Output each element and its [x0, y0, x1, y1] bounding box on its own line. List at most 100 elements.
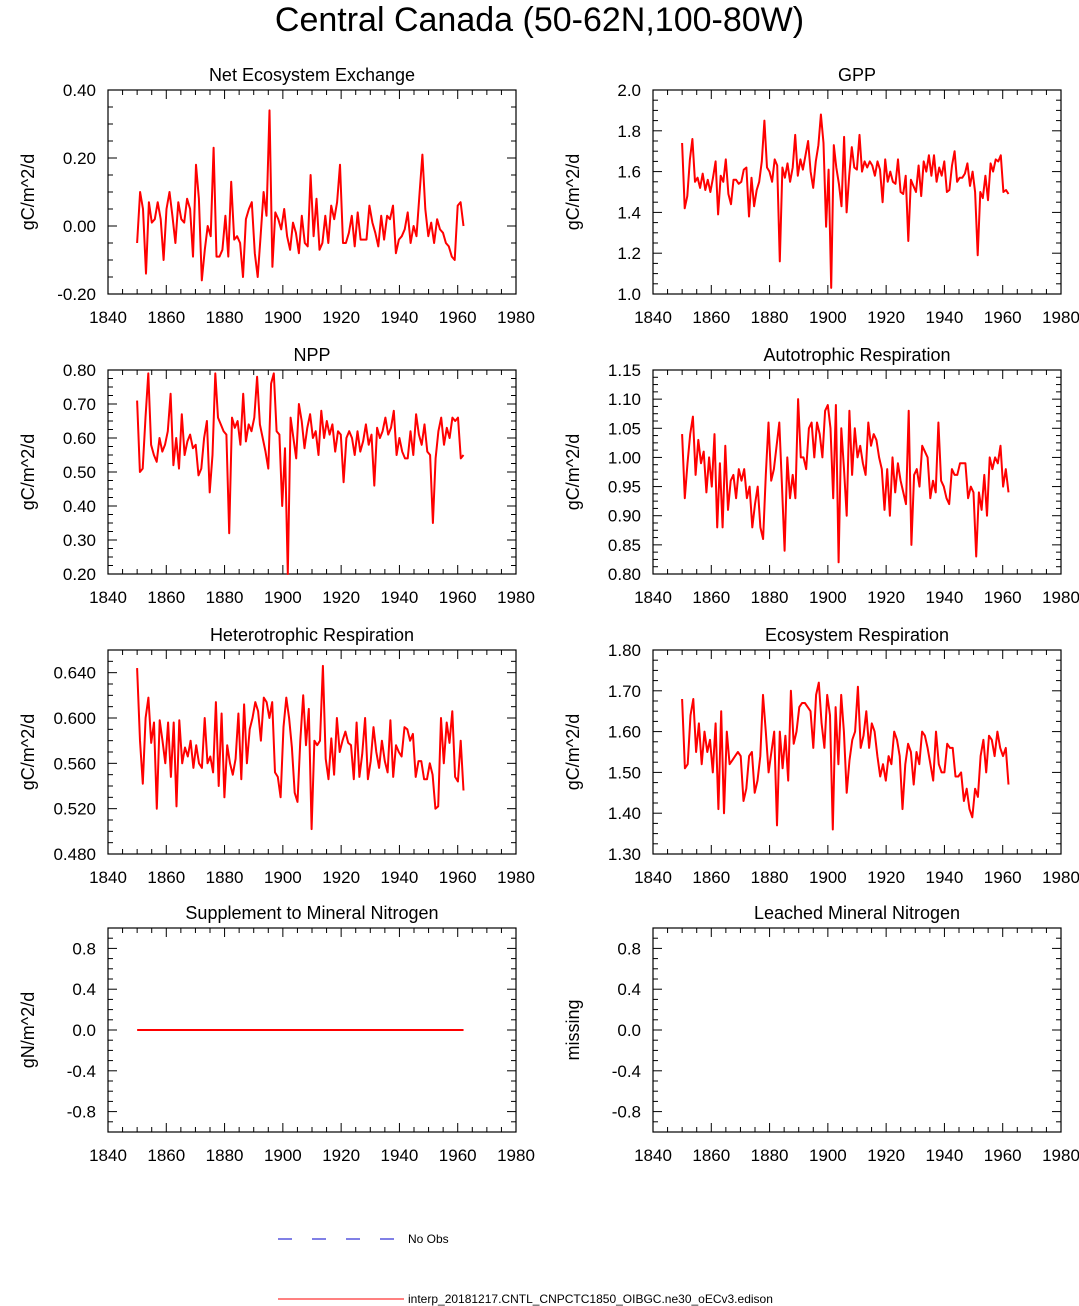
x-tick-label: 1960	[439, 868, 477, 887]
y-tick-label: 0.00	[63, 217, 96, 236]
y-axis-label: gC/m^2/d	[563, 154, 583, 230]
x-tick-label: 1920	[322, 1146, 360, 1165]
x-tick-label: 1960	[439, 1146, 477, 1165]
panel-title: Ecosystem Respiration	[765, 625, 949, 645]
x-tick-label: 1940	[381, 1146, 419, 1165]
model-series-line	[681, 681, 1010, 831]
x-tick-label: 1900	[809, 1146, 847, 1165]
y-axis-label: gC/m^2/d	[18, 434, 38, 510]
y-tick-label: 0.480	[53, 845, 96, 864]
plot-frame	[652, 927, 1062, 1133]
panel-title: Net Ecosystem Exchange	[209, 65, 415, 85]
y-tick-label: 1.10	[608, 390, 641, 409]
x-tick-label: 1880	[751, 588, 789, 607]
y-tick-label: 1.15	[608, 361, 641, 380]
y-tick-label: 1.60	[608, 723, 641, 742]
x-tick-label: 1840	[634, 588, 672, 607]
x-tick-label: 1980	[497, 588, 535, 607]
x-tick-label: 1860	[147, 868, 185, 887]
x-tick-label: 1840	[89, 1146, 127, 1165]
y-tick-label: 1.30	[608, 845, 641, 864]
panel-7: Supplement to Mineral Nitrogen gN/m^2/d 18…	[18, 903, 535, 1165]
y-tick-label: 1.50	[608, 763, 641, 782]
y-tick-label: 0.40	[63, 497, 96, 516]
x-tick-label: 1880	[206, 588, 244, 607]
y-tick-label: 2.0	[617, 81, 641, 100]
x-tick-label: 1860	[692, 1146, 730, 1165]
figure-title: Central Canada (50-62N,100-80W)	[274, 1, 805, 39]
y-axis-label: gC/m^2/d	[563, 434, 583, 510]
panel-title: Heterotrophic Respiration	[210, 625, 414, 645]
x-tick-label: 1960	[984, 1146, 1022, 1165]
y-tick-label: -0.20	[57, 285, 96, 304]
y-tick-label: 0.640	[53, 664, 96, 683]
x-tick-label: 1960	[439, 308, 477, 327]
x-tick-label: 1920	[322, 588, 360, 607]
x-tick-label: 1900	[264, 1146, 302, 1165]
x-tick-label: 1840	[634, 1146, 672, 1165]
y-tick-label: -0.8	[612, 1103, 641, 1122]
x-tick-label: 1940	[926, 308, 964, 327]
x-tick-label: 1860	[692, 588, 730, 607]
x-tick-label: 1940	[926, 1146, 964, 1165]
x-tick-label: 1840	[89, 588, 127, 607]
x-tick-label: 1920	[867, 1146, 905, 1165]
panel-3: NPP gC/m^2/d 1840 1860 1880 1900 1920 1940 1960 1…	[18, 345, 535, 607]
x-tick-label: 1980	[497, 1146, 535, 1165]
x-tick-label: 1860	[147, 308, 185, 327]
x-tick-label: 1940	[381, 868, 419, 887]
x-tick-label: 1960	[984, 868, 1022, 887]
x-tick-label: 1920	[867, 308, 905, 327]
x-tick-label: 1900	[264, 588, 302, 607]
y-tick-label: 0.8	[72, 939, 96, 958]
y-tick-label: 0.560	[53, 754, 96, 773]
plot-frame	[652, 369, 1062, 575]
x-tick-label: 1920	[322, 308, 360, 327]
y-tick-label: 0.60	[63, 429, 96, 448]
panel-6: Ecosystem Respiration gC/m^2/d 1840 1860 188…	[563, 625, 1079, 887]
y-tick-label: 0.4	[617, 980, 641, 999]
x-tick-label: 1840	[89, 308, 127, 327]
legend-model-label: interp_20181217.CNTL_CNPCTC1850_OIBGC.ne…	[408, 1292, 773, 1306]
model-series-line	[136, 109, 465, 282]
x-tick-label: 1880	[751, 308, 789, 327]
y-tick-label: 1.70	[608, 682, 641, 701]
y-axis-label: gC/m^2/d	[18, 714, 38, 790]
y-tick-label: 1.00	[608, 448, 641, 467]
x-tick-label: 1940	[381, 308, 419, 327]
model-series-line	[136, 372, 465, 575]
y-axis-label: gC/m^2/d	[563, 714, 583, 790]
x-tick-label: 1900	[809, 308, 847, 327]
panel-title: Supplement to Mineral Nitrogen	[185, 903, 438, 923]
x-tick-label: 1940	[926, 868, 964, 887]
y-tick-label: 0.20	[63, 565, 96, 584]
x-tick-label: 1860	[147, 588, 185, 607]
x-tick-label: 1860	[692, 868, 730, 887]
y-axis-label: gN/m^2/d	[18, 992, 38, 1068]
y-tick-label: 0.85	[608, 536, 641, 555]
x-tick-label: 1900	[264, 308, 302, 327]
y-tick-label: 1.2	[617, 244, 641, 263]
model-series-line	[681, 398, 1010, 564]
x-tick-label: 1960	[984, 308, 1022, 327]
plot-frame	[652, 89, 1062, 295]
x-tick-label: 1980	[1042, 588, 1079, 607]
y-tick-label: 0.8	[617, 939, 641, 958]
y-tick-label: 0.0	[72, 1021, 96, 1040]
y-tick-label: 0.520	[53, 800, 96, 819]
x-tick-label: 1860	[692, 308, 730, 327]
x-tick-label: 1960	[439, 588, 477, 607]
y-tick-label: 0.20	[63, 149, 96, 168]
x-tick-label: 1840	[634, 868, 672, 887]
x-tick-label: 1860	[147, 1146, 185, 1165]
x-tick-label: 1920	[322, 868, 360, 887]
y-tick-label: 0.80	[63, 361, 96, 380]
y-tick-label: 1.0	[617, 285, 641, 304]
y-tick-label: 1.8	[617, 122, 641, 141]
panel-2: GPP gC/m^2/d 1840 1860 1880 1900 1920 1940 1960 1…	[563, 65, 1079, 327]
model-series-line	[136, 664, 465, 831]
y-tick-label: 0.80	[608, 565, 641, 584]
y-axis-label: missing	[563, 999, 583, 1060]
x-tick-label: 1880	[206, 868, 244, 887]
x-tick-label: 1940	[381, 588, 419, 607]
